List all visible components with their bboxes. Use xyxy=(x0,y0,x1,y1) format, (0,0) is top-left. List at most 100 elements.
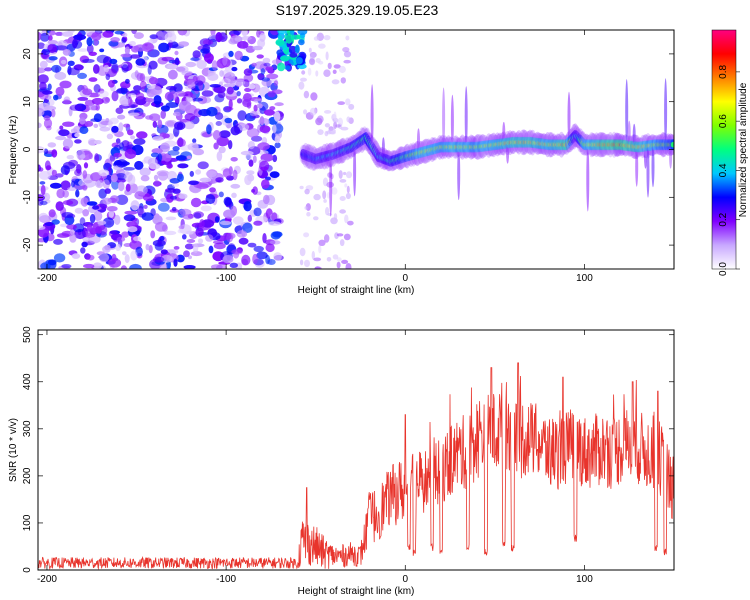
spectrogram-cell xyxy=(134,160,144,170)
spectrogram-cell xyxy=(41,48,51,56)
spectrogram-cell xyxy=(102,217,115,228)
spectrogram-cell xyxy=(249,111,258,117)
spectrogram-cell xyxy=(167,150,180,156)
spectrogram-cell xyxy=(106,206,118,212)
spectrogram-cell xyxy=(348,103,355,110)
spectrogram-cell xyxy=(94,153,100,164)
spectrogram-cell xyxy=(318,43,326,49)
spectrogram-cell xyxy=(337,101,346,105)
spectrogram-cell xyxy=(269,30,280,36)
spectrogram-cell xyxy=(38,107,45,117)
spectrogram-cell xyxy=(272,231,283,238)
spectrogram-cell xyxy=(153,95,162,105)
spectrogram-cell xyxy=(129,40,136,47)
spectrogram-cell xyxy=(84,120,94,127)
spectrogram-cell xyxy=(464,86,468,148)
spectrogram-cell xyxy=(186,79,197,89)
spectrogram-cell xyxy=(98,253,110,263)
spectrogram-cell xyxy=(317,129,324,136)
spectrogram-cell xyxy=(184,113,196,121)
spectrogram-cell xyxy=(334,141,342,147)
spectrogram-cell xyxy=(104,188,112,194)
spectrogram-cell xyxy=(121,64,129,73)
spectrogram-cell xyxy=(165,102,179,108)
spectrogram-cell xyxy=(133,236,141,242)
spectrogram-cell xyxy=(71,180,75,188)
spectrogram-cell xyxy=(339,179,347,183)
spectrogram-cell xyxy=(179,208,192,216)
spectrogram-cell xyxy=(338,65,346,74)
spectrogram-cell xyxy=(346,185,350,194)
spectrogram-cell xyxy=(86,224,93,232)
spectrogram-cell xyxy=(182,234,187,240)
spectrogram-cell xyxy=(178,41,190,47)
spectrogram-cell xyxy=(103,64,110,73)
spectrogram-cell xyxy=(55,31,64,36)
spectrogram-cell xyxy=(234,50,243,61)
spectrogram-cell xyxy=(219,220,232,226)
spectrogram-xtick-label: -200 xyxy=(37,273,57,284)
spectrogram-cell xyxy=(134,191,146,200)
spectrogram-cell xyxy=(63,99,71,105)
spectrogram-cell xyxy=(234,37,242,42)
spectrogram-cell xyxy=(268,221,281,227)
spectrogram-cell xyxy=(47,83,52,91)
spectrogram-cell xyxy=(124,46,130,55)
spectrogram-cell xyxy=(223,196,232,206)
spectrogram-cell xyxy=(233,30,242,36)
spectrogram-cell xyxy=(207,72,219,81)
spectrogram-cell xyxy=(627,120,631,146)
spectrogram-cell xyxy=(252,186,258,195)
spectrogram-cell xyxy=(173,258,178,267)
spectrogram-cell xyxy=(178,100,192,112)
spectrogram-cell xyxy=(129,54,141,59)
spectrogram-cell xyxy=(67,67,80,76)
spectrogram-cell xyxy=(157,202,170,212)
spectrogram-cell xyxy=(82,170,88,179)
spectrogram-cell xyxy=(124,171,133,182)
spectrogram-cell xyxy=(213,242,226,250)
spectrogram-cell xyxy=(75,189,80,198)
spectrogram-cell xyxy=(130,135,136,140)
spectrogram-cell xyxy=(183,121,195,130)
colorbar-tick-label: 0.6 xyxy=(718,114,729,128)
colorbar-gradient xyxy=(711,29,737,270)
spectrogram-cell xyxy=(39,60,48,69)
spectrogram-cell xyxy=(165,216,177,221)
spectrogram-cell xyxy=(134,44,147,52)
spectrogram-cell xyxy=(252,155,257,163)
spectrogram-cell xyxy=(324,234,330,243)
spectrogram-cell xyxy=(77,96,89,101)
spectrogram-cell xyxy=(91,97,104,105)
spectrogram-cell xyxy=(127,226,138,233)
spectrogram-cell xyxy=(299,259,304,266)
spectrogram-cell xyxy=(56,188,65,199)
spectrogram-cell xyxy=(92,262,103,269)
spectrogram-cell xyxy=(345,192,351,200)
spectrogram-cell xyxy=(329,155,333,217)
spectrogram-cell xyxy=(313,257,322,262)
spectrogram-cell xyxy=(323,35,331,41)
spectrogram-cell xyxy=(182,214,194,220)
spectrogram-cell xyxy=(226,86,234,95)
spectrogram-cell xyxy=(199,219,205,229)
spectrogram-cell xyxy=(38,122,42,129)
spectrogram-cell xyxy=(273,80,279,86)
spectrogram-cell xyxy=(296,34,301,40)
spectrogram-cell xyxy=(307,67,312,76)
spectrogram-cell xyxy=(47,40,58,45)
spectrogram-cell xyxy=(148,163,161,170)
spectrogram-cell xyxy=(331,79,340,85)
spectrogram-ytick-label: -20 xyxy=(22,237,33,252)
spectrogram-cell xyxy=(82,209,90,217)
spectrogram-cell xyxy=(222,255,234,264)
spectrogram-ytick-label: -10 xyxy=(22,190,33,205)
spectrogram-cell xyxy=(343,59,352,64)
spectrogram-cell xyxy=(345,171,353,179)
spectrogram-ytick-label: 20 xyxy=(22,48,33,60)
spectrogram-cell xyxy=(53,238,63,245)
spectrogram-cell xyxy=(93,211,103,222)
spectrogram-cell xyxy=(199,177,212,183)
spectrogram-cell xyxy=(88,152,94,160)
spectrogram-cell xyxy=(192,243,199,254)
